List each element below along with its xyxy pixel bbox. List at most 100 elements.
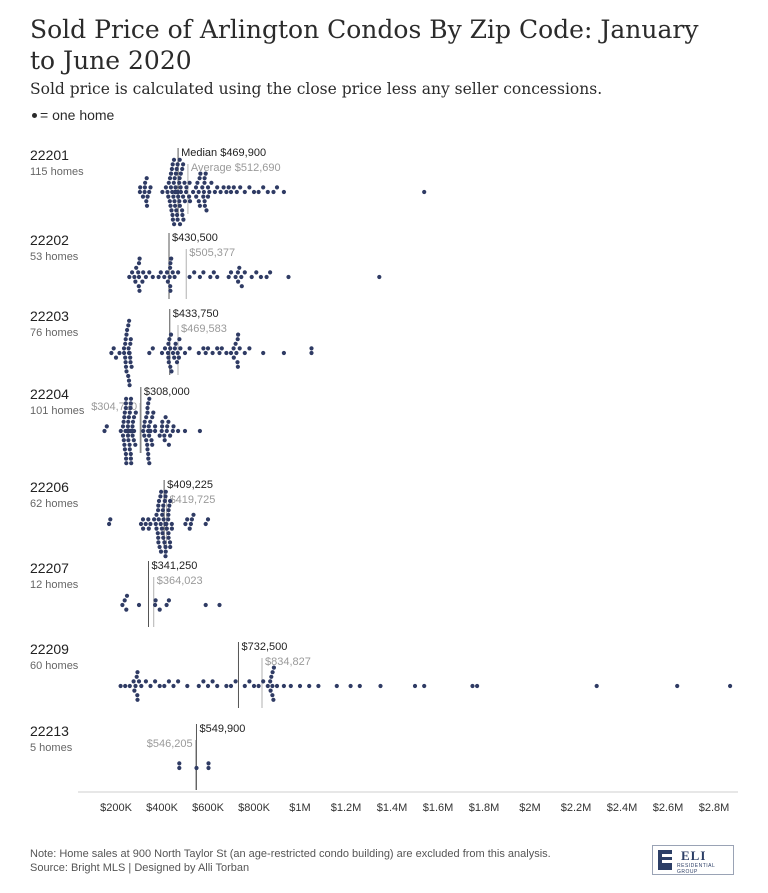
home-dot — [226, 185, 231, 190]
home-dot — [205, 194, 211, 199]
home-dot — [131, 415, 137, 420]
home-dot — [120, 433, 126, 438]
home-dot — [189, 517, 194, 522]
home-dot — [162, 683, 167, 689]
home-dot — [202, 203, 207, 208]
home-dot — [334, 683, 339, 689]
home-dot — [118, 683, 123, 689]
home-dot — [168, 346, 173, 351]
home-dot — [162, 498, 167, 504]
home-dot — [178, 185, 183, 190]
home-dot — [128, 401, 133, 406]
home-dot — [268, 270, 273, 275]
home-dot — [171, 424, 176, 429]
home-dot — [177, 180, 182, 185]
home-count-label: 12 homes — [30, 579, 79, 591]
home-dot — [203, 521, 208, 527]
home-dot — [127, 410, 132, 415]
home-dot — [123, 341, 128, 346]
home-dot — [126, 323, 131, 328]
home-dot — [163, 544, 168, 550]
home-dot — [109, 350, 114, 356]
home-dot — [182, 199, 187, 204]
home-dot — [170, 270, 175, 275]
home-dot — [153, 679, 158, 684]
legend-dot-icon — [32, 112, 37, 118]
home-dot — [174, 208, 179, 213]
home-dot — [166, 512, 171, 517]
legend-label: = one home — [40, 107, 115, 123]
home-dot — [177, 765, 182, 771]
home-dot — [123, 405, 128, 411]
footnote-source: Source: Bright MLS | Designed by Alli To… — [30, 862, 250, 874]
home-dot — [265, 683, 270, 689]
home-dot — [169, 208, 174, 213]
home-dot — [147, 270, 152, 275]
home-dot — [265, 189, 270, 195]
home-dot — [111, 346, 116, 351]
home-dot — [156, 535, 161, 540]
home-dot — [166, 419, 171, 424]
home-dot — [270, 670, 275, 675]
home-dot — [156, 503, 161, 508]
home-dot — [205, 683, 211, 689]
home-dot — [158, 270, 163, 275]
home-dot — [191, 512, 196, 517]
home-dot — [160, 424, 165, 429]
home-dot — [201, 270, 206, 275]
home-dot — [127, 683, 132, 689]
home-dot — [177, 199, 182, 204]
home-dot — [122, 410, 127, 415]
x-tick-label: $2M — [519, 802, 540, 814]
home-dot — [197, 176, 202, 181]
home-dot — [162, 540, 167, 545]
home-dot — [169, 521, 174, 527]
home-dot — [228, 189, 234, 195]
home-dot — [130, 270, 135, 275]
home-dot — [148, 521, 153, 527]
home-dot — [228, 350, 234, 356]
home-dot — [158, 494, 163, 499]
home-dot — [117, 350, 122, 356]
home-dot — [161, 503, 166, 508]
median-label: $433,750 — [173, 308, 219, 320]
zip-label: 22204 — [30, 386, 69, 402]
home-dot — [281, 350, 286, 356]
home-dot — [175, 212, 180, 218]
home-dot — [176, 355, 181, 360]
home-dot — [202, 180, 207, 185]
zip-label: 22203 — [30, 308, 69, 324]
home-dot — [166, 508, 171, 513]
x-tick-label: $400K — [146, 802, 178, 814]
home-dot — [141, 526, 146, 531]
home-dot — [149, 438, 154, 443]
home-dot — [167, 199, 172, 204]
home-dot — [126, 415, 131, 420]
home-dot — [124, 332, 129, 337]
home-dot — [158, 549, 164, 554]
logo-word: ELI — [681, 848, 707, 863]
home-dot — [231, 355, 236, 360]
home-dot — [309, 350, 314, 356]
zip-label: 22207 — [30, 560, 69, 576]
home-dot — [157, 433, 162, 438]
home-dot — [150, 346, 155, 351]
home-dot — [185, 683, 190, 689]
zip-label: 22201 — [30, 147, 69, 163]
home-dot — [168, 171, 174, 176]
home-dot — [173, 341, 178, 346]
x-tick-label: $1M — [289, 802, 310, 814]
home-dot — [124, 456, 129, 461]
home-dot — [130, 424, 135, 429]
home-dot — [177, 203, 182, 208]
home-dot — [134, 674, 139, 679]
home-dot — [165, 424, 170, 429]
home-dot — [196, 189, 201, 195]
home-dot — [233, 679, 238, 684]
home-dot — [146, 424, 151, 429]
home-dot — [120, 602, 125, 608]
home-dot — [127, 318, 132, 323]
home-dot — [210, 679, 215, 684]
home-count-label: 76 homes — [30, 327, 79, 339]
